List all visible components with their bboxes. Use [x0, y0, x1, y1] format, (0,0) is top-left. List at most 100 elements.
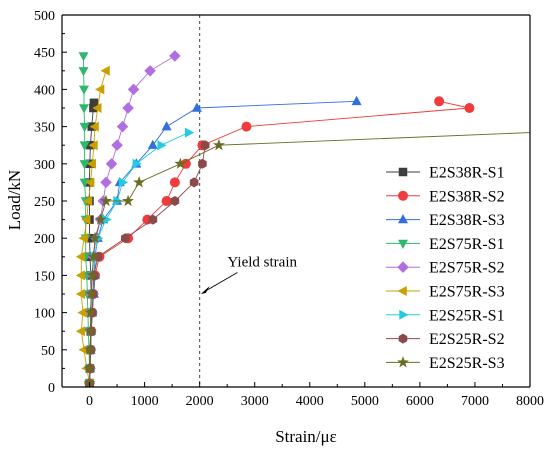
x-tick-label: 6000	[406, 394, 434, 409]
data-point	[85, 287, 98, 300]
data-point	[132, 158, 142, 169]
data-point	[191, 102, 202, 112]
data-point	[122, 194, 134, 207]
series-e2s38r-s2	[84, 96, 475, 387]
plot-marks	[75, 15, 530, 387]
data-point	[118, 177, 129, 188]
data-point	[84, 306, 97, 318]
data-point	[81, 214, 91, 225]
legend-item: E2S25R-S3	[386, 355, 505, 372]
data-point	[79, 104, 89, 114]
data-point	[79, 141, 90, 151]
y-axis-title: Load/kN	[5, 170, 24, 230]
data-point	[87, 250, 100, 262]
data-point	[241, 121, 252, 132]
data-point	[144, 65, 156, 77]
data-point	[133, 176, 145, 188]
data-point	[85, 233, 94, 243]
annotation-arrow-head	[200, 286, 210, 294]
data-point	[79, 122, 90, 133]
data-point	[78, 344, 88, 355]
data-point	[127, 83, 140, 96]
data-point	[75, 289, 85, 299]
annotation-label: Yield strain	[227, 254, 297, 270]
legend-marker	[398, 214, 408, 224]
legend-item: E2S75R-S2	[386, 260, 505, 277]
legend-item: E2S25R-S1	[386, 307, 505, 324]
data-point	[88, 140, 98, 151]
data-point	[84, 324, 97, 337]
data-point	[147, 139, 158, 149]
data-point	[169, 50, 181, 62]
data-point	[170, 196, 180, 206]
data-point	[79, 85, 89, 95]
y-tick-label: 400	[34, 83, 55, 98]
data-point	[157, 140, 167, 151]
x-tick-label: 1000	[131, 394, 159, 409]
data-point	[200, 140, 210, 151]
y-tick-label: 100	[34, 307, 55, 322]
data-point	[89, 231, 101, 244]
data-point	[100, 65, 110, 76]
y-tick-label: 300	[34, 158, 55, 173]
series-line	[89, 100, 470, 384]
legend: E2S38R-S1 E2S38R-S2 E2S38R-S3 E2S75R-S1 E2S7…	[386, 165, 505, 372]
legend-marker	[398, 167, 408, 177]
legend-label: E2S38R-S1	[429, 165, 505, 182]
data-point	[122, 102, 134, 114]
data-point	[79, 178, 90, 188]
x-tick-label: 7000	[461, 394, 489, 409]
data-point	[84, 343, 96, 355]
data-point	[82, 196, 93, 206]
data-point	[89, 98, 99, 108]
legend-label: E2S38R-S2	[429, 188, 505, 205]
data-point	[79, 160, 90, 170]
data-point	[351, 95, 362, 106]
legend-label: E2S38R-S3	[429, 212, 505, 229]
legend-label: E2S75R-S3	[429, 284, 505, 301]
y-tick-label: 500	[34, 9, 55, 24]
data-point	[174, 157, 187, 169]
data-point	[184, 127, 195, 138]
x-tick-label: 3000	[241, 394, 269, 409]
data-point	[78, 233, 88, 244]
legend-marker	[398, 333, 408, 344]
data-point	[111, 139, 123, 151]
data-point	[148, 214, 158, 225]
legend-marker	[397, 261, 409, 273]
data-point	[116, 120, 129, 133]
data-point	[121, 233, 130, 244]
legend-label: E2S75R-S2	[429, 260, 505, 277]
data-point	[92, 103, 102, 113]
legend-item: E2S75R-S3	[386, 284, 505, 301]
legend-label: E2S75R-S1	[429, 236, 505, 253]
series-line	[89, 132, 530, 384]
data-point	[75, 326, 85, 337]
y-tick-label: 250	[34, 195, 55, 210]
data-point	[180, 158, 191, 169]
y-tick-label: 0	[48, 381, 55, 396]
data-point	[213, 138, 225, 151]
x-tick-label: 4000	[296, 394, 324, 409]
legend-marker	[398, 239, 408, 249]
x-tick-label: 0	[86, 394, 93, 409]
data-point	[75, 270, 85, 281]
data-point	[100, 194, 112, 207]
y-tick-label: 350	[34, 121, 55, 136]
data-point	[102, 214, 112, 225]
data-point	[464, 103, 475, 113]
data-point	[86, 269, 99, 281]
data-point	[89, 121, 99, 132]
data-point	[78, 67, 89, 77]
legend-item: E2S75R-S1	[386, 236, 505, 253]
legend-item: E2S38R-S3	[386, 212, 505, 229]
y-tick-label: 50	[41, 344, 55, 359]
legend-item: E2S25R-S2	[386, 331, 505, 348]
legend-marker	[399, 309, 409, 320]
series-e2s25r-s2	[85, 140, 210, 387]
data-point	[169, 177, 180, 188]
data-point	[434, 96, 445, 107]
legend-marker	[397, 356, 409, 368]
